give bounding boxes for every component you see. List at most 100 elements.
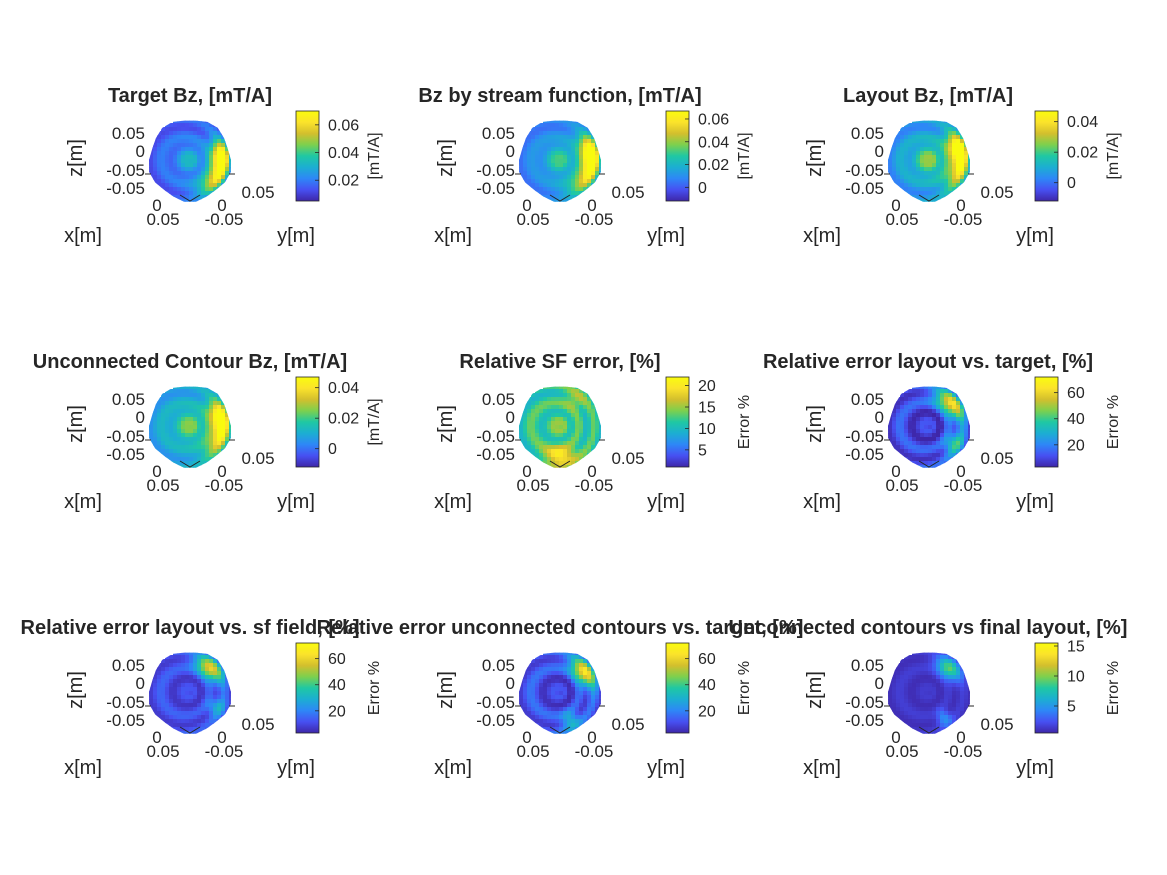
y-tick-label: 0 xyxy=(217,728,226,747)
x-tick-label: 0.05 xyxy=(516,742,549,761)
x-tick-label: 0.05 xyxy=(885,210,918,229)
z-tick-label: -0.05 xyxy=(476,427,515,446)
x-tick-label: 0 xyxy=(522,728,531,747)
x-tick-label: 0 xyxy=(152,462,161,481)
axis-vertex xyxy=(549,460,571,468)
x-tick-label: 0.05 xyxy=(146,210,179,229)
y-tick-label: 0.05 xyxy=(241,715,274,734)
z-axis-label: z[m] xyxy=(804,671,826,709)
x-tick-label: 0 xyxy=(891,462,900,481)
x-tick-label: 0 xyxy=(152,728,161,747)
y-axis-label: y[m] xyxy=(647,757,685,779)
axis-vertex xyxy=(918,726,940,734)
subplot-title: Unconnected contours vs final layout, [%… xyxy=(729,617,1128,639)
axis-vertex xyxy=(549,194,571,202)
x-axis-label: x[m] xyxy=(803,225,841,247)
z-axis-label: z[m] xyxy=(65,405,87,443)
y-tick-label: 0.05 xyxy=(611,183,644,202)
subplot-title: Relative error layout vs. sf field, [%] xyxy=(21,617,360,639)
axis-vertex xyxy=(179,726,201,734)
colorbar xyxy=(295,110,320,202)
z-tick-label: 0 xyxy=(136,142,145,161)
colorbar-label: [mT/A] xyxy=(736,132,753,179)
z-tick-label: 0.05 xyxy=(482,656,515,675)
colorbar-tick-label: 0.02 xyxy=(698,157,729,174)
z-axis-label: z[m] xyxy=(65,139,87,177)
z-axis-label: z[m] xyxy=(435,405,457,443)
x-axis-label: x[m] xyxy=(64,491,102,513)
colorbar-tick-label: 0.04 xyxy=(328,145,359,162)
subplot-title: Relative error unconnected contours vs. … xyxy=(317,617,804,639)
y-axis-label: y[m] xyxy=(647,225,685,247)
z-tick-label: -0.05 xyxy=(106,179,145,198)
x-tick-label: 0.05 xyxy=(516,476,549,495)
y-tick-label: 0 xyxy=(956,462,965,481)
y-tick-label: 0.05 xyxy=(611,449,644,468)
x-axis-label: x[m] xyxy=(434,491,472,513)
subplot-title: Relative error layout vs. target, [%] xyxy=(763,351,1093,373)
colorbar xyxy=(295,376,320,468)
y-tick-label: 0.05 xyxy=(980,715,1013,734)
y-tick-label: 0.05 xyxy=(980,449,1013,468)
colorbar-label: [mT/A] xyxy=(1105,132,1122,179)
colorbar-tick-label: 20 xyxy=(1067,437,1085,454)
colorbar-tick-label: 0.02 xyxy=(1067,145,1098,162)
y-tick-label: 0.05 xyxy=(611,715,644,734)
axis-vertex xyxy=(179,460,201,468)
subplot-title: Bz by stream function, [mT/A] xyxy=(418,85,701,107)
z-tick-label: 0 xyxy=(875,674,884,693)
colorbar-tick-label: 0.04 xyxy=(1067,114,1098,131)
z-tick-label: 0 xyxy=(875,408,884,427)
z-tick-label: -0.05 xyxy=(476,161,515,180)
z-axis-label: z[m] xyxy=(804,139,826,177)
x-tick-label: 0.05 xyxy=(146,742,179,761)
z-axis-label: z[m] xyxy=(435,139,457,177)
subplot-title: Relative SF error, [%] xyxy=(459,351,660,373)
colorbar-label: Error % xyxy=(736,395,753,449)
z-tick-label: -0.05 xyxy=(106,693,145,712)
x-tick-label: 0 xyxy=(522,462,531,481)
y-axis-label: y[m] xyxy=(277,491,315,513)
colorbar-label: Error % xyxy=(366,661,383,715)
x-tick-label: -0.05 xyxy=(575,742,614,761)
z-tick-label: 0 xyxy=(136,674,145,693)
colorbar-label: Error % xyxy=(1105,395,1122,449)
colorbar xyxy=(665,110,690,202)
colorbar-tick-label: 0 xyxy=(1067,175,1076,192)
x-tick-label: 0.05 xyxy=(885,476,918,495)
z-tick-label: -0.05 xyxy=(476,179,515,198)
subplot-6: Relative error layout vs. target, [%] 0.0… xyxy=(763,351,1122,513)
axis-vertex xyxy=(179,194,201,202)
sphere-surface xyxy=(519,652,601,734)
subplot-title: Target Bz, [mT/A] xyxy=(108,85,272,107)
subplot-4: Unconnected Contour Bz, [mT/A]0.050-0.05… xyxy=(33,351,383,513)
x-axis-label: x[m] xyxy=(434,225,472,247)
colorbar-tick-label: 40 xyxy=(698,677,716,694)
colorbar-tick-label: 0.06 xyxy=(328,117,359,134)
sphere-surface xyxy=(149,386,231,468)
colorbar-tick-label: 0.04 xyxy=(698,134,729,151)
colorbar-tick-label: 15 xyxy=(1067,639,1085,656)
x-tick-label: -0.05 xyxy=(944,476,983,495)
z-tick-label: -0.05 xyxy=(845,161,884,180)
colorbar-tick-label: 20 xyxy=(698,703,716,720)
z-tick-label: 0 xyxy=(506,142,515,161)
z-tick-label: -0.05 xyxy=(476,445,515,464)
x-tick-label: 0 xyxy=(522,196,531,215)
z-tick-label: 0.05 xyxy=(112,656,145,675)
z-tick-label: -0.05 xyxy=(106,711,145,730)
colorbar-tick-label: 0.06 xyxy=(698,111,729,128)
colorbar-label: Error % xyxy=(1105,661,1122,715)
z-tick-label: -0.05 xyxy=(106,427,145,446)
colorbar-tick-label: 20 xyxy=(698,378,716,395)
colorbar-tick-label: 0.04 xyxy=(328,380,359,397)
x-tick-label: -0.05 xyxy=(575,210,614,229)
z-tick-label: 0 xyxy=(506,408,515,427)
subplot-8: Relative error unconnected contours vs. … xyxy=(317,617,804,779)
colorbar xyxy=(665,376,690,468)
y-axis-label: y[m] xyxy=(1016,491,1054,513)
y-axis-label: y[m] xyxy=(277,757,315,779)
x-tick-label: -0.05 xyxy=(205,210,244,229)
y-axis-label: y[m] xyxy=(647,491,685,513)
